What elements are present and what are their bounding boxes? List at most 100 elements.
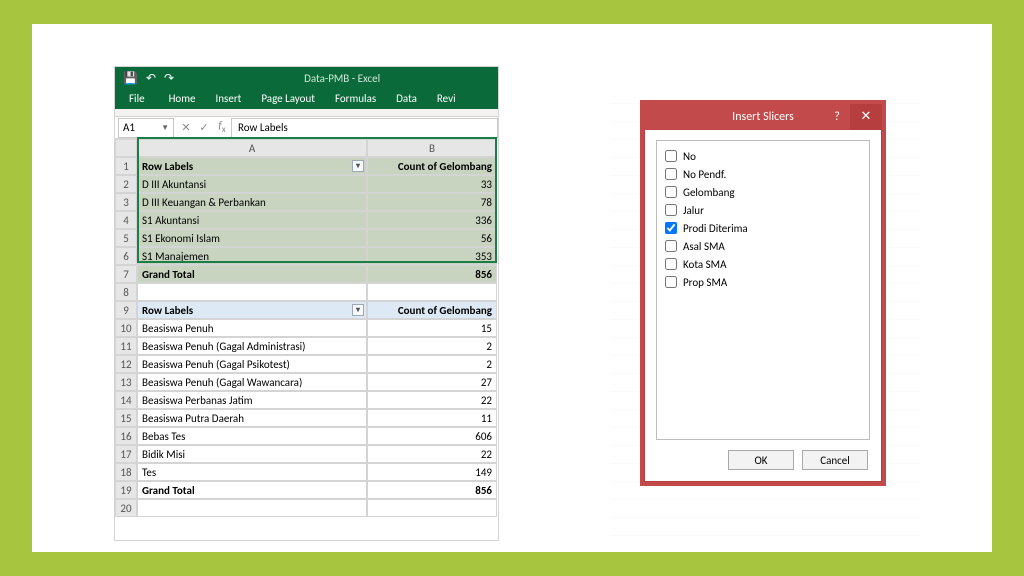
row-header[interactable]: 9 <box>115 301 137 319</box>
row-header[interactable]: 11 <box>115 337 137 355</box>
help-icon[interactable]: ? <box>826 104 848 130</box>
cell[interactable]: Grand Total <box>137 265 367 283</box>
cell[interactable] <box>137 499 367 517</box>
row-header[interactable]: 1 <box>115 157 137 175</box>
row-header[interactable]: 17 <box>115 445 137 463</box>
cell[interactable]: 2 <box>367 355 497 373</box>
cell[interactable]: D III Akuntansi <box>137 175 367 193</box>
row-header[interactable]: 3 <box>115 193 137 211</box>
cell[interactable]: Grand Total <box>137 481 367 499</box>
row-header[interactable]: 14 <box>115 391 137 409</box>
slicer-field-item[interactable]: No Pendf. <box>665 165 861 183</box>
cell[interactable]: 15 <box>367 319 497 337</box>
row-header[interactable]: 7 <box>115 265 137 283</box>
cell[interactable]: S1 Akuntansi <box>137 211 367 229</box>
col-header-b[interactable]: B <box>367 139 497 157</box>
cancel-button[interactable]: Cancel <box>802 450 868 470</box>
row-header[interactable]: 4 <box>115 211 137 229</box>
row-header[interactable]: 10 <box>115 319 137 337</box>
row-header[interactable]: 13 <box>115 373 137 391</box>
close-icon[interactable]: ✕ <box>850 104 882 130</box>
slicer-field-item[interactable]: Kota SMA <box>665 255 861 273</box>
ribbon-tab-page-layout[interactable]: Page Layout <box>251 89 325 109</box>
row-header[interactable]: 8 <box>115 283 137 301</box>
cell[interactable]: Beasiswa Penuh (Gagal Wawancara) <box>137 373 367 391</box>
cell[interactable]: 149 <box>367 463 497 481</box>
cell[interactable]: Count of Gelombang <box>367 157 497 175</box>
cell[interactable]: Beasiswa Putra Daerah <box>137 409 367 427</box>
cell[interactable]: 22 <box>367 391 497 409</box>
cell[interactable]: 2 <box>367 337 497 355</box>
row-header[interactable]: 12 <box>115 355 137 373</box>
cell[interactable]: Beasiswa Penuh (Gagal Psikotest) <box>137 355 367 373</box>
cell[interactable]: Tes <box>137 463 367 481</box>
cell[interactable]: 606 <box>367 427 497 445</box>
cell[interactable]: Row Labels▾ <box>137 301 367 319</box>
cell[interactable]: Beasiswa Penuh (Gagal Administrasi) <box>137 337 367 355</box>
cell[interactable]: D III Keuangan & Perbankan <box>137 193 367 211</box>
filter-dropdown-icon[interactable]: ▾ <box>352 304 364 316</box>
slicer-field-checkbox[interactable] <box>665 186 677 198</box>
ok-button[interactable]: OK <box>728 450 794 470</box>
slicer-field-checkbox[interactable] <box>665 258 677 270</box>
cell[interactable]: Bidik Misi <box>137 445 367 463</box>
cell[interactable]: S1 Manajemen <box>137 247 367 265</box>
row-header[interactable]: 16 <box>115 427 137 445</box>
slicer-field-checkbox[interactable] <box>665 240 677 252</box>
cell[interactable]: 27 <box>367 373 497 391</box>
cell[interactable]: Bebas Tes <box>137 427 367 445</box>
cell[interactable]: 33 <box>367 175 497 193</box>
filter-dropdown-icon[interactable]: ▾ <box>352 160 364 172</box>
cell[interactable]: 856 <box>367 265 497 283</box>
slicer-field-checkbox[interactable] <box>665 168 677 180</box>
undo-icon[interactable]: ↶ <box>146 71 156 86</box>
row-header[interactable]: 5 <box>115 229 137 247</box>
slicer-field-checkbox[interactable] <box>665 150 677 162</box>
row-header[interactable]: 15 <box>115 409 137 427</box>
cell[interactable] <box>367 283 497 301</box>
row-header[interactable]: 19 <box>115 481 137 499</box>
cell[interactable]: 353 <box>367 247 497 265</box>
cell[interactable]: 22 <box>367 445 497 463</box>
spreadsheet-grid[interactable]: AB1Row Labels▾Count of Gelombang2D III A… <box>115 139 498 517</box>
slicer-field-checkbox[interactable] <box>665 276 677 288</box>
enter-formula-icon[interactable]: ✓ <box>195 121 213 134</box>
cell[interactable]: Beasiswa Penuh <box>137 319 367 337</box>
row-header[interactable]: 6 <box>115 247 137 265</box>
select-all-corner[interactable] <box>115 139 137 157</box>
ribbon-tab-formulas[interactable]: Formulas <box>325 89 386 109</box>
cell[interactable] <box>367 499 497 517</box>
row-header[interactable]: 2 <box>115 175 137 193</box>
formula-bar[interactable]: Row Labels <box>231 118 498 138</box>
save-icon[interactable]: 💾 <box>123 71 138 86</box>
cell[interactable]: Count of Gelombang <box>367 301 497 319</box>
cell[interactable]: Beasiswa Perbanas Jatim <box>137 391 367 409</box>
cell[interactable] <box>137 283 367 301</box>
ribbon-tab-data[interactable]: Data <box>386 89 427 109</box>
slicer-field-item[interactable]: Prop SMA <box>665 273 861 291</box>
col-header-a[interactable]: A <box>137 139 367 157</box>
ribbon-tab-home[interactable]: Home <box>159 89 206 109</box>
cell[interactable]: 856 <box>367 481 497 499</box>
slicer-field-item[interactable]: Jalur <box>665 201 861 219</box>
slicer-field-checkbox[interactable] <box>665 222 677 234</box>
ribbon-tab-file[interactable]: File <box>115 89 159 109</box>
slicer-field-item[interactable]: Gelombang <box>665 183 861 201</box>
row-header[interactable]: 18 <box>115 463 137 481</box>
redo-icon[interactable]: ↷ <box>164 71 174 86</box>
ribbon-tab-review[interactable]: Revi <box>427 89 466 109</box>
cell[interactable]: 11 <box>367 409 497 427</box>
cell[interactable]: 56 <box>367 229 497 247</box>
slicer-field-item[interactable]: No <box>665 147 861 165</box>
slicer-field-checkbox[interactable] <box>665 204 677 216</box>
cell[interactable]: 336 <box>367 211 497 229</box>
cancel-formula-icon[interactable]: ✕ <box>177 121 195 134</box>
slicer-field-item[interactable]: Asal SMA <box>665 237 861 255</box>
row-header[interactable]: 20 <box>115 499 137 517</box>
ribbon-tab-insert[interactable]: Insert <box>206 89 252 109</box>
fx-icon[interactable]: fx <box>213 119 231 135</box>
slicer-field-item[interactable]: Prodi Diterima <box>665 219 861 237</box>
cell[interactable]: Row Labels▾ <box>137 157 367 175</box>
cell[interactable]: 78 <box>367 193 497 211</box>
cell[interactable]: S1 Ekonomi Islam <box>137 229 367 247</box>
